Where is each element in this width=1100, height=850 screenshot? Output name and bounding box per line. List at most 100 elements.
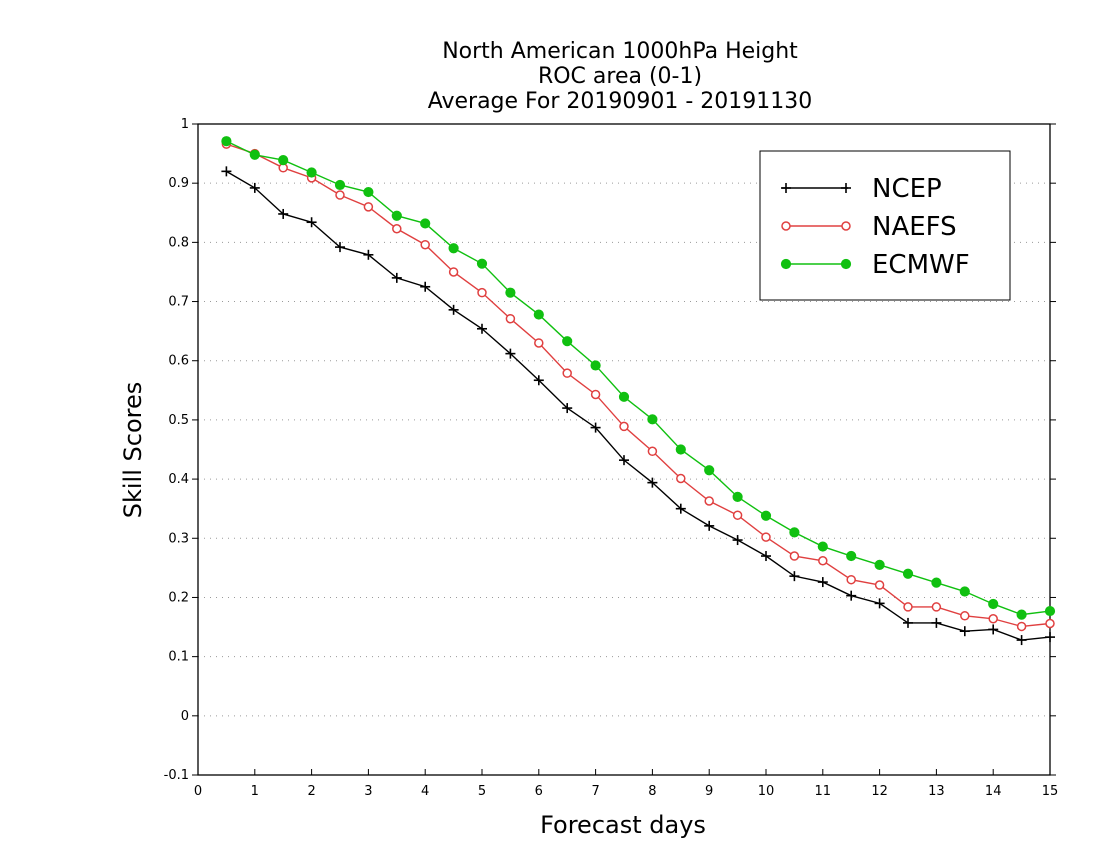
data-point-naefs <box>562 368 572 378</box>
legend-marker-ncep <box>781 183 791 193</box>
y-tick-label: 0.3 <box>168 531 189 546</box>
data-point-ecmwf <box>902 568 914 579</box>
data-point-ncep <box>761 551 771 562</box>
data-point-naefs <box>477 287 487 298</box>
axes: -0.100.10.20.30.40.50.60.70.80.910 1 2 3 4 5 6… <box>164 117 1059 799</box>
data-point-naefs <box>846 574 856 585</box>
series-layer <box>221 136 1056 646</box>
data-point-ncep <box>732 535 743 546</box>
data-point-ecmwf <box>278 155 289 166</box>
plot-frame <box>197 123 1051 776</box>
legend-label-ncep: NCEP <box>872 174 942 204</box>
data-point-ncep <box>420 281 431 292</box>
legend-label-naefs: NAEFS <box>872 212 957 242</box>
data-point-ncep <box>931 617 942 628</box>
y-tick-label: 0 <box>181 709 189 724</box>
data-point-naefs <box>619 421 629 432</box>
data-point-ecmwf <box>732 491 743 502</box>
x-tick-label: 4 <box>421 784 429 799</box>
data-point-ncep <box>590 422 601 433</box>
data-point-ecmwf <box>1044 605 1056 617</box>
data-point-ncep <box>704 520 715 531</box>
data-point-ncep <box>647 477 658 488</box>
data-point-ncep <box>221 166 232 177</box>
data-point-ncep <box>988 624 999 635</box>
y-tick-label: 0.4 <box>168 472 189 487</box>
gridlines <box>198 182 1050 717</box>
legend-item-ecmwf: ECMWF <box>780 250 970 280</box>
y-axis-label: Skill Scores <box>119 382 147 519</box>
data-point-naefs <box>647 446 658 457</box>
data-point-ecmwf <box>306 167 317 178</box>
x-tick-label: 0 <box>194 784 202 799</box>
y-tick-label: 0.2 <box>168 590 189 605</box>
data-point-ecmwf <box>448 243 459 254</box>
data-point-ecmwf <box>874 559 885 571</box>
x-tick-label: 12 <box>871 784 888 799</box>
data-point-ncep <box>562 403 573 414</box>
data-point-ecmwf <box>533 309 544 320</box>
series-ecmwf <box>221 136 1056 620</box>
y-tick-label: 0.9 <box>168 176 189 191</box>
data-point-ecmwf <box>505 287 516 298</box>
x-tick-label: 9 <box>705 784 713 799</box>
data-point-ncep <box>619 455 629 466</box>
data-point-ncep <box>477 323 487 334</box>
legend-marker-ecmwf <box>840 258 852 270</box>
x-tick-label: 6 <box>535 784 543 799</box>
chart-title-line-2: ROC area (0-1) <box>538 64 702 89</box>
data-point-ecmwf <box>590 360 601 371</box>
data-point-ecmwf <box>391 210 402 221</box>
x-tick-label: 5 <box>478 784 486 799</box>
data-point-naefs <box>505 313 516 324</box>
data-point-ncep <box>306 217 317 228</box>
x-tick-label: 1 <box>251 784 259 799</box>
data-point-naefs <box>392 224 402 234</box>
y-tick-label: -0.1 <box>164 768 189 783</box>
data-point-naefs <box>874 580 885 590</box>
x-tick-label: 10 <box>758 784 775 799</box>
data-point-ecmwf <box>988 598 999 610</box>
data-point-naefs <box>732 510 743 520</box>
legend-marker-ncep <box>841 183 851 193</box>
data-point-ecmwf <box>334 179 346 191</box>
data-point-ncep <box>1016 635 1027 646</box>
data-point-ncep <box>675 503 686 514</box>
data-point-ecmwf <box>704 465 715 476</box>
data-point-ecmwf <box>675 444 686 455</box>
data-point-ecmwf <box>789 527 800 538</box>
data-point-ecmwf <box>363 186 374 198</box>
x-tick-label: 14 <box>985 784 1002 799</box>
data-point-ncep <box>789 571 800 582</box>
data-point-naefs <box>1016 621 1027 632</box>
data-point-naefs <box>789 551 800 561</box>
data-point-naefs <box>931 602 942 612</box>
series-ncep <box>221 166 1055 646</box>
x-axis-label: Forecast days <box>540 811 706 839</box>
data-point-ecmwf <box>931 577 942 588</box>
legend-marker-naefs <box>781 221 791 231</box>
legend-item-ncep: NCEP <box>781 174 942 204</box>
legend-label-ecmwf: ECMWF <box>872 250 970 280</box>
x-tick-label: 13 <box>928 784 945 799</box>
data-point-ecmwf <box>476 258 488 269</box>
data-point-naefs <box>420 239 430 250</box>
data-point-naefs <box>988 614 998 624</box>
data-point-ncep <box>903 617 913 628</box>
x-tick-label: 8 <box>648 784 656 799</box>
data-point-ecmwf <box>817 541 828 552</box>
data-point-ncep <box>874 598 885 609</box>
data-point-ecmwf <box>760 510 772 521</box>
data-point-naefs <box>676 473 686 484</box>
data-point-naefs <box>335 190 345 200</box>
data-point-ecmwf <box>618 391 630 402</box>
data-point-ncep <box>363 249 374 260</box>
data-point-naefs <box>534 338 544 348</box>
data-point-ncep <box>335 242 345 253</box>
data-point-naefs <box>448 267 459 277</box>
data-point-ncep <box>533 375 544 386</box>
data-point-ncep <box>448 304 459 315</box>
x-tick-label: 15 <box>1042 784 1059 799</box>
data-point-naefs <box>903 602 913 612</box>
y-tick-label: 0.1 <box>168 650 189 665</box>
